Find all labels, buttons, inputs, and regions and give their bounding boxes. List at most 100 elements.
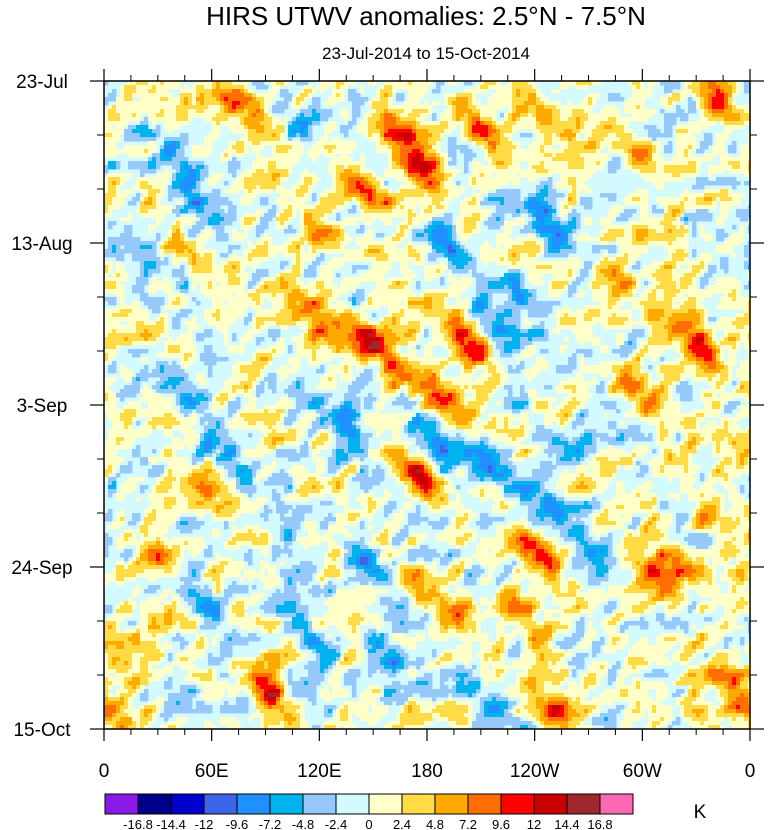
heatmap-cell: [332, 161, 336, 165]
heatmap-cell: [508, 149, 512, 153]
heatmap-cell: [660, 177, 664, 181]
heatmap-cell: [688, 173, 692, 177]
heatmap-cell: [728, 181, 732, 185]
heatmap-cell: [492, 145, 496, 149]
heatmap-cell: [264, 141, 268, 145]
heatmap-cell: [444, 113, 448, 117]
heatmap-cell: [124, 101, 128, 105]
heatmap-cell: [228, 85, 232, 89]
heatmap-cell: [556, 165, 560, 169]
heatmap-cell: [644, 165, 648, 169]
heatmap-cell: [588, 153, 592, 157]
heatmap-cell: [680, 133, 684, 137]
heatmap-cell: [712, 113, 716, 117]
heatmap-cell: [360, 121, 364, 125]
heatmap-cell: [124, 145, 128, 149]
heatmap-cell: [556, 157, 560, 161]
heatmap-cell: [632, 113, 636, 117]
heatmap-cell: [532, 117, 536, 121]
heatmap-cell: [472, 101, 476, 105]
heatmap-cell: [564, 165, 568, 169]
heatmap-cell: [236, 109, 240, 113]
heatmap-cell: [136, 181, 140, 185]
heatmap-cell: [520, 125, 524, 129]
heatmap-cell: [164, 145, 168, 149]
heatmap-cell: [140, 153, 144, 157]
heatmap-cell: [628, 101, 632, 105]
heatmap-cell: [260, 101, 264, 105]
heatmap-cell: [588, 157, 592, 161]
heatmap-cell: [432, 161, 436, 165]
heatmap-cell: [164, 117, 168, 121]
heatmap-cell: [416, 89, 420, 93]
heatmap-cell: [164, 149, 168, 153]
heatmap-cell: [608, 117, 612, 121]
heatmap-cell: [480, 121, 484, 125]
heatmap-cell: [596, 141, 600, 145]
heatmap-cell: [176, 125, 180, 129]
heatmap-cell: [412, 105, 416, 109]
heatmap-cell: [724, 161, 728, 165]
heatmap-cell: [648, 93, 652, 97]
heatmap-cell: [492, 141, 496, 145]
heatmap-cell: [120, 117, 124, 121]
heatmap-cell: [196, 113, 200, 117]
heatmap-cell: [140, 149, 144, 153]
heatmap-cell: [636, 89, 640, 93]
heatmap-cell: [284, 149, 288, 153]
heatmap-cell: [212, 133, 216, 137]
heatmap-cell: [452, 169, 456, 173]
heatmap-cell: [468, 137, 472, 141]
heatmap-cell: [708, 85, 712, 89]
heatmap-cell: [220, 153, 224, 157]
heatmap-cell: [500, 157, 504, 161]
heatmap-cell: [484, 117, 488, 121]
heatmap-cell: [200, 113, 204, 117]
heatmap-cell: [528, 105, 532, 109]
heatmap-cell: [440, 165, 444, 169]
heatmap-cell: [516, 125, 520, 129]
heatmap-cell: [580, 161, 584, 165]
heatmap-cell: [436, 145, 440, 149]
heatmap-cell: [508, 169, 512, 173]
heatmap-cell: [740, 105, 744, 109]
heatmap-cell: [640, 97, 644, 101]
heatmap-cell: [520, 117, 524, 121]
heatmap-cell: [332, 89, 336, 93]
heatmap-cell: [384, 105, 388, 109]
heatmap-cell: [148, 185, 152, 189]
heatmap-cell: [696, 165, 700, 169]
heatmap-cell: [720, 93, 724, 97]
heatmap-cell: [408, 101, 412, 105]
heatmap-cell: [468, 177, 472, 181]
heatmap-cell: [464, 121, 468, 125]
heatmap-cell: [512, 169, 516, 173]
heatmap-cell: [380, 177, 384, 181]
heatmap-cell: [212, 109, 216, 113]
heatmap-cell: [392, 109, 396, 113]
heatmap-cell: [564, 185, 568, 189]
heatmap-cell: [120, 89, 124, 93]
heatmap-cell: [144, 185, 148, 189]
heatmap-cell: [168, 101, 172, 105]
heatmap-cell: [288, 161, 292, 165]
heatmap-cell: [316, 97, 320, 101]
heatmap-cell: [508, 153, 512, 157]
heatmap-cell: [184, 181, 188, 185]
heatmap-cell: [620, 97, 624, 101]
heatmap-cell: [364, 185, 368, 189]
heatmap-cell: [420, 117, 424, 121]
heatmap-cell: [300, 97, 304, 101]
heatmap-cell: [648, 173, 652, 177]
heatmap-cell: [452, 137, 456, 141]
heatmap-cell: [616, 161, 620, 165]
heatmap-cell: [672, 173, 676, 177]
heatmap-cell: [444, 129, 448, 133]
heatmap-cell: [604, 157, 608, 161]
heatmap-cell: [496, 93, 500, 97]
heatmap-cell: [408, 141, 412, 145]
heatmap-cell: [700, 89, 704, 93]
heatmap-cell: [164, 109, 168, 113]
heatmap-cell: [300, 101, 304, 105]
heatmap-cell: [156, 165, 160, 169]
